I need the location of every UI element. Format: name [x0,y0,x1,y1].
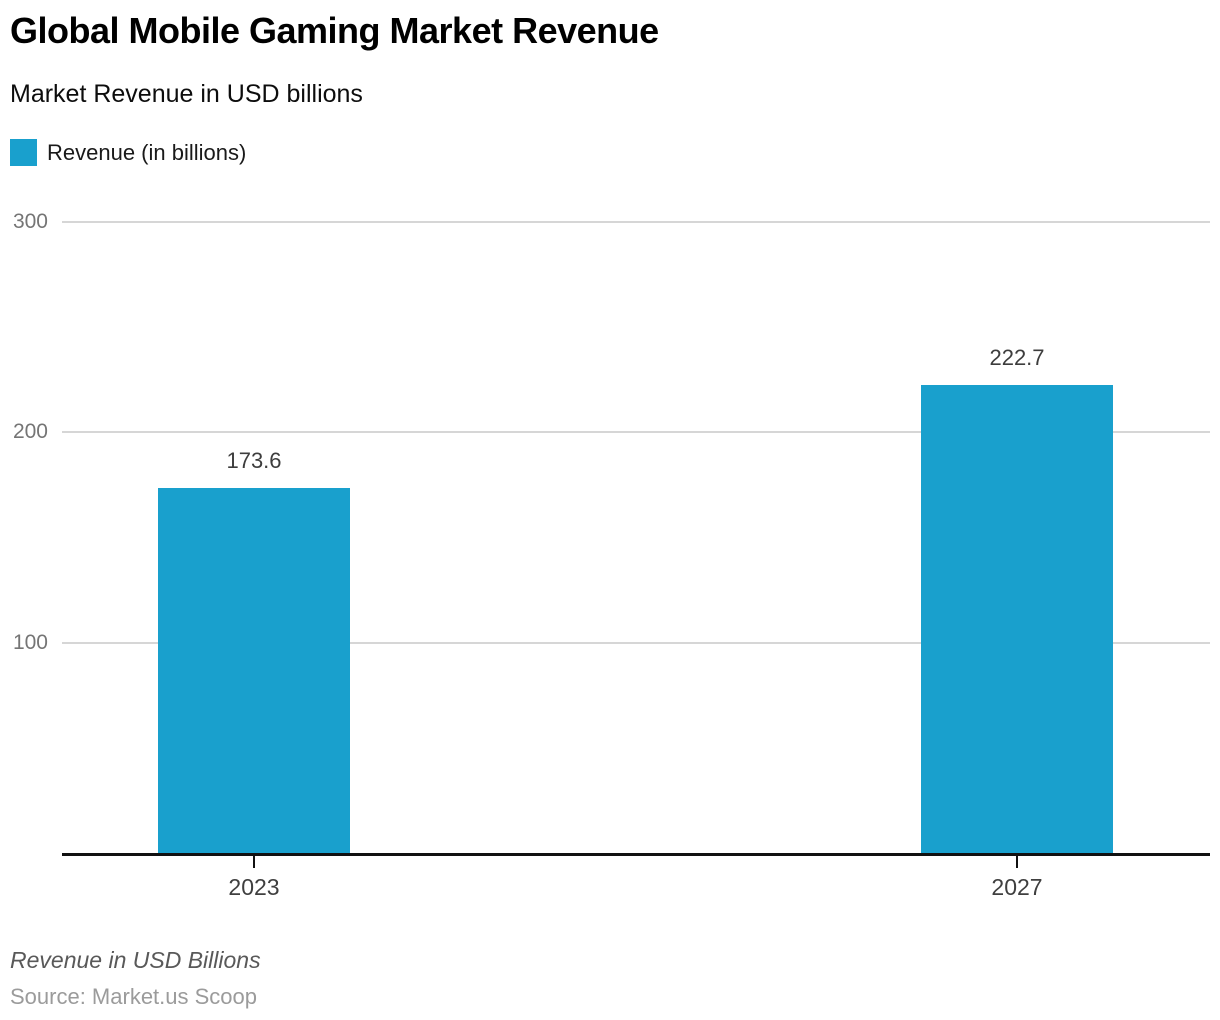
x-axis-tick [1016,856,1018,868]
gridline-100 [62,641,1210,644]
x-axis-category-label: 2023 [228,874,280,900]
gridline-300 [62,221,1210,223]
footnote-source: Source: Market.us Scoop [10,984,258,1009]
chart-subtitle: Market Revenue in USD billions [10,80,363,108]
chart-title: Global Mobile Gaming Market Revenue [10,10,659,51]
x-axis-category-label: 2027 [991,874,1043,900]
bar-2023[interactable] [158,487,350,855]
x-axis-tick [253,856,255,868]
y-axis-tick-label: 100 [12,630,48,654]
legend-swatch-icon [10,139,37,166]
bar-value-label: 173.6 [226,447,282,473]
legend-label: Revenue (in billions) [47,139,247,165]
bar-value-label: 222.7 [989,344,1045,370]
x-axis-line [62,853,1210,856]
footnote-units: Revenue in USD Billions [10,947,261,973]
y-axis-tick-label: 200 [12,420,48,444]
legend-item-revenue[interactable]: Revenue (in billions) [10,139,246,166]
y-axis-tick-label: 300 [12,210,48,233]
gridline-200 [62,431,1210,434]
bar-2027[interactable] [921,384,1113,855]
